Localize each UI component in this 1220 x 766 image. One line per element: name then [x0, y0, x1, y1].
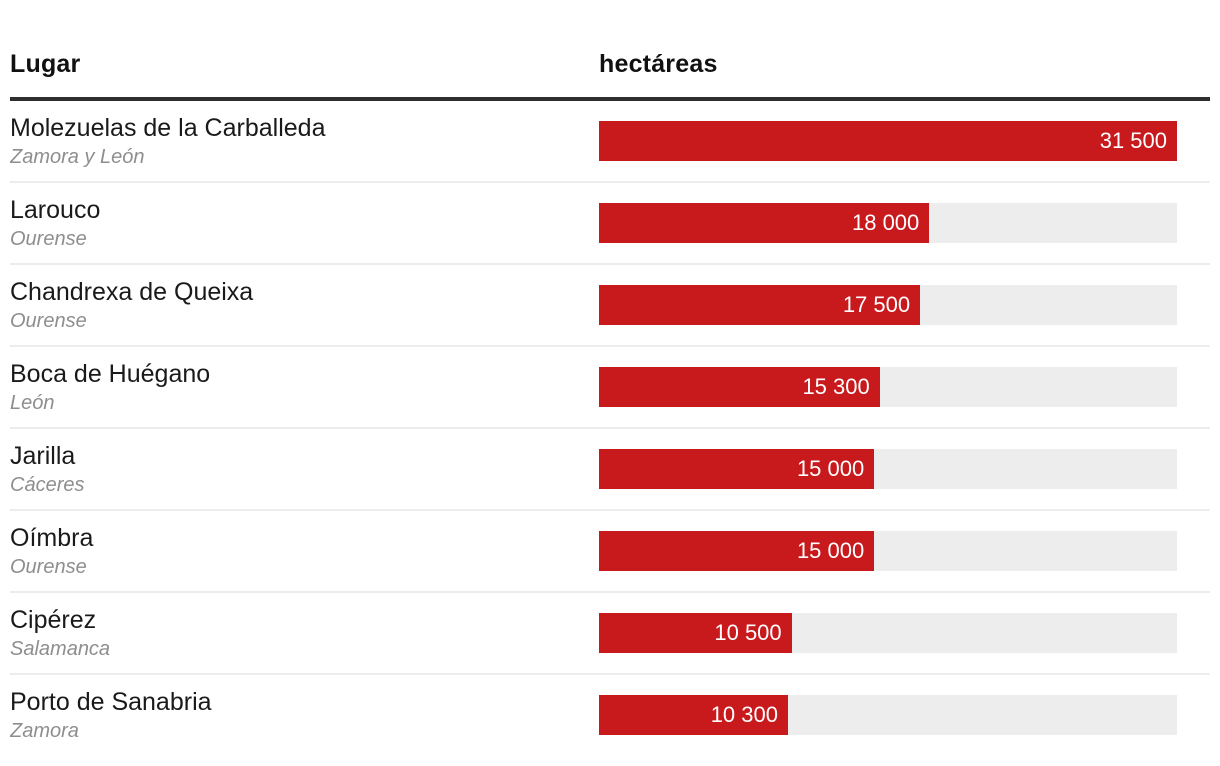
bar-fill: 15 000	[599, 449, 875, 489]
bar-value-label: 18 000	[851, 210, 920, 235]
table-row-7: Cipérez Salamanca 10 500	[10, 593, 1210, 675]
place-cell: Larouco Ourense	[10, 195, 599, 252]
place-name: Molezuelas de la Carballeda	[10, 113, 326, 142]
bar-cell: 17 500	[599, 285, 1210, 325]
table-row-3: Chandrexa de Queixa Ourense 17 500	[10, 265, 1210, 347]
bar-cell: 18 000	[599, 203, 1210, 243]
column-header-hectareas: hectáreas	[599, 50, 718, 78]
bar-track: 18 000	[599, 203, 1177, 243]
bar-fill: 10 300	[599, 695, 788, 735]
place-cell: Oímbra Ourense	[10, 523, 599, 580]
place-name: Boca de Huégano	[10, 359, 211, 388]
place-name: Jarilla	[10, 441, 76, 470]
bar-track: 10 500	[599, 613, 1177, 653]
bar-fill: 15 000	[599, 531, 875, 571]
place-province: Ourense	[10, 309, 87, 332]
bar-value-label: 10 300	[710, 702, 778, 727]
table-row-4: Boca de Huégano León 15 300	[10, 347, 1210, 429]
place-cell: Porto de Sanabria Zamora	[10, 687, 599, 744]
column-header-place: Lugar	[10, 50, 81, 78]
bar-fill: 18 000	[599, 203, 930, 243]
bar-value-label: 15 000	[796, 456, 865, 481]
place-province: Zamora	[10, 719, 79, 742]
bar-fill: 15 300	[599, 367, 880, 407]
place-cell: Boca de Huégano León	[10, 359, 599, 416]
place-province: Zamora y León	[10, 145, 145, 168]
bar-cell: 15 000	[599, 449, 1210, 489]
bar-track: 15 000	[599, 449, 1177, 489]
bar-cell: 10 500	[599, 613, 1210, 653]
bar-fill: 10 500	[599, 613, 792, 653]
bar-value-label: 15 000	[796, 538, 865, 563]
chart-rows: Molezuelas de la Carballeda Zamora y Leó…	[10, 101, 1210, 755]
table-row-8: Porto de Sanabria Zamora 10 300	[10, 675, 1210, 755]
table-header: Lugar hectáreas	[10, 0, 1210, 78]
bar-cell: 10 300	[599, 695, 1210, 735]
place-province: Salamanca	[10, 637, 111, 660]
bar-value-label: 10 500	[714, 620, 782, 645]
place-province: Cáceres	[10, 473, 85, 496]
bar-value-label: 17 500	[842, 292, 911, 317]
bar-track: 10 300	[599, 695, 1177, 735]
header-rule	[10, 97, 1210, 101]
place-cell: Jarilla Cáceres	[10, 441, 599, 498]
bar-track: 17 500	[599, 285, 1177, 325]
place-name: Cipérez	[10, 605, 97, 634]
bar-value-label: 31 500	[1099, 128, 1167, 153]
place-province: Ourense	[10, 227, 87, 250]
bar-cell: 31 500	[599, 121, 1210, 161]
place-name: Porto de Sanabria	[10, 687, 212, 716]
bar-track: 15 300	[599, 367, 1177, 407]
table-row-1: Molezuelas de la Carballeda Zamora y Leó…	[10, 101, 1210, 183]
bar-track: 31 500	[599, 121, 1177, 161]
table-row-5: Jarilla Cáceres 15 000	[10, 429, 1210, 511]
place-name: Oímbra	[10, 523, 94, 552]
place-name: Larouco	[10, 195, 101, 224]
place-province: León	[10, 391, 55, 414]
place-cell: Cipérez Salamanca	[10, 605, 599, 662]
place-cell: Chandrexa de Queixa Ourense	[10, 277, 599, 334]
chart-content: Lugar hectáreas Molezuelas de la Carball…	[10, 0, 1210, 755]
place-name: Chandrexa de Queixa	[10, 277, 254, 306]
bar-value-label: 15 300	[802, 374, 870, 399]
bar-fill: 31 500	[599, 121, 1177, 161]
bar-fill: 17 500	[599, 285, 921, 325]
place-cell: Molezuelas de la Carballeda Zamora y Leó…	[10, 113, 599, 170]
table-row-6: Oímbra Ourense 15 000	[10, 511, 1210, 593]
place-province: Ourense	[10, 555, 87, 578]
bar-cell: 15 300	[599, 367, 1210, 407]
table-row-2: Larouco Ourense 18 000	[10, 183, 1210, 265]
bar-cell: 15 000	[599, 531, 1210, 571]
bar-track: 15 000	[599, 531, 1177, 571]
